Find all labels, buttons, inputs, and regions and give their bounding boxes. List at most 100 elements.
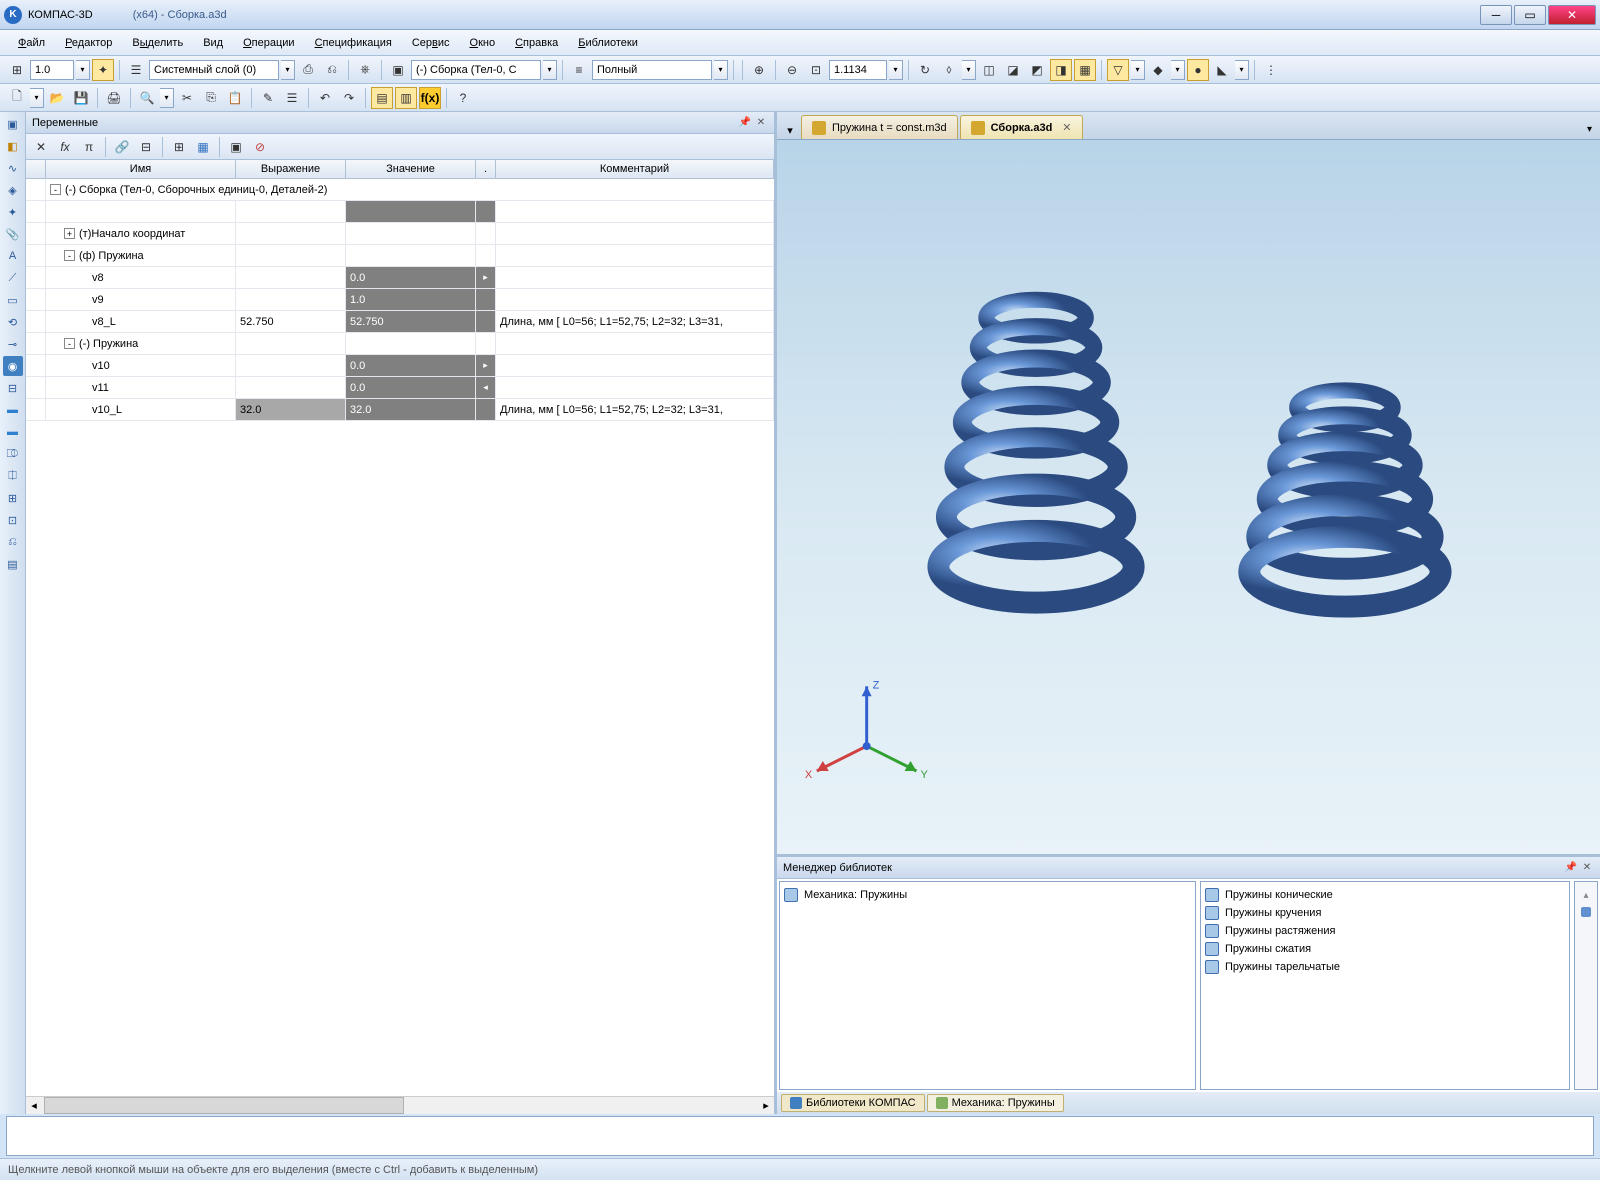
minimize-button[interactable]: ─ bbox=[1480, 5, 1512, 25]
pin-icon[interactable]: 📌 bbox=[1564, 861, 1578, 875]
lt-2[interactable]: ◧ bbox=[3, 136, 23, 156]
menu-окно[interactable]: Окно bbox=[462, 35, 504, 51]
preview-icon[interactable]: 🔍 bbox=[136, 87, 158, 109]
col-dot[interactable]: . bbox=[476, 160, 496, 178]
lib-tab-kompas[interactable]: Библиотеки КОМПАС bbox=[781, 1094, 925, 1112]
tool-a-icon[interactable]: ⎙ bbox=[297, 59, 319, 81]
lib-list-item[interactable]: Пружины сжатия bbox=[1205, 940, 1565, 958]
lt-8[interactable]: ⟋ bbox=[3, 268, 23, 288]
scale-input[interactable] bbox=[30, 60, 74, 80]
copy-icon[interactable]: ⎘ bbox=[200, 87, 222, 109]
filter-icon[interactable]: ▽ bbox=[1107, 59, 1129, 81]
cut-icon[interactable]: ✂ bbox=[176, 87, 198, 109]
extra-icon[interactable]: ◣ bbox=[1211, 59, 1233, 81]
vt-9[interactable]: ⊘ bbox=[249, 136, 271, 158]
variables-grid[interactable]: Имя Выражение Значение . Комментарий -(-… bbox=[26, 160, 774, 1096]
pin-icon[interactable]: 📌 bbox=[738, 116, 752, 130]
var-row[interactable]: v8_L52.75052.750Длина, мм [ L0=56; L1=52… bbox=[26, 311, 774, 333]
filter-drop[interactable]: ▾ bbox=[1131, 60, 1145, 80]
lt-20[interactable]: ⎌ bbox=[3, 532, 23, 552]
lt-7[interactable]: A bbox=[3, 246, 23, 266]
lt-9[interactable]: ▭ bbox=[3, 290, 23, 310]
new-icon[interactable]: 🗋 bbox=[6, 87, 28, 109]
panel1-icon[interactable]: ▤ bbox=[371, 87, 393, 109]
tabs-overflow-icon[interactable]: ▾ bbox=[1583, 120, 1596, 139]
lib-tab-springs[interactable]: Механика: Пружины bbox=[927, 1094, 1064, 1112]
menu-выделить[interactable]: Выделить bbox=[124, 35, 191, 51]
view-mode-icon[interactable]: ≡ bbox=[568, 59, 590, 81]
lt-15[interactable]: ▬ bbox=[3, 422, 23, 442]
light-icon[interactable]: ● bbox=[1187, 59, 1209, 81]
layer-input[interactable] bbox=[149, 60, 279, 80]
extra-drop[interactable]: ▾ bbox=[1235, 60, 1249, 80]
var-row[interactable]: v80.0▸ bbox=[26, 267, 774, 289]
tabs-menu-icon[interactable]: ▾ bbox=[781, 121, 799, 139]
3d-viewport[interactable]: Z Y X bbox=[777, 140, 1600, 854]
vt-4[interactable]: 🔗 bbox=[111, 136, 133, 158]
tab-assembly[interactable]: Сборка.a3d ✕ bbox=[960, 115, 1083, 139]
lt-1[interactable]: ▣ bbox=[3, 114, 23, 134]
vt-8[interactable]: ▣ bbox=[225, 136, 247, 158]
shade-icon[interactable]: ◩ bbox=[1026, 59, 1048, 81]
menu-сервис[interactable]: Сервис bbox=[404, 35, 458, 51]
assembly-icon[interactable]: ▣ bbox=[387, 59, 409, 81]
assembly-input[interactable] bbox=[411, 60, 541, 80]
var-row[interactable]: +(т)Начало координат bbox=[26, 223, 774, 245]
col-expr[interactable]: Выражение bbox=[236, 160, 346, 178]
measure-icon[interactable]: ◆ bbox=[1147, 59, 1169, 81]
paste-icon[interactable]: 📋 bbox=[224, 87, 246, 109]
lt-17[interactable]: ⎅ bbox=[3, 466, 23, 486]
zoom-out-icon[interactable]: ⊖ bbox=[781, 59, 803, 81]
col-name[interactable]: Имя bbox=[46, 160, 236, 178]
menu-файл[interactable]: Файл bbox=[10, 35, 53, 51]
preview-drop[interactable]: ▾ bbox=[160, 88, 174, 108]
undo-icon[interactable]: ↶ bbox=[314, 87, 336, 109]
lt-12[interactable]: ◉ bbox=[3, 356, 23, 376]
hidden-icon[interactable]: ◪ bbox=[1002, 59, 1024, 81]
measure-drop[interactable]: ▾ bbox=[1171, 60, 1185, 80]
save-icon[interactable]: 💾 bbox=[70, 87, 92, 109]
lt-10[interactable]: ⟲ bbox=[3, 312, 23, 332]
var-row[interactable]: -(-) Сборка (Тел-0, Сборочных единиц-0, … bbox=[26, 179, 774, 201]
var-row[interactable]: v91.0 bbox=[26, 289, 774, 311]
h-scrollbar[interactable]: ◂ ▸ bbox=[26, 1096, 774, 1114]
overflow-icon[interactable]: ⋮ bbox=[1260, 59, 1282, 81]
vt-2[interactable]: fx bbox=[54, 136, 76, 158]
close-panel-icon[interactable]: ✕ bbox=[754, 116, 768, 130]
lib-marker-icon[interactable] bbox=[1581, 907, 1591, 917]
command-line[interactable] bbox=[6, 1116, 1594, 1156]
zoom-in-icon[interactable]: ⊕ bbox=[748, 59, 770, 81]
lt-21[interactable]: ▤ bbox=[3, 554, 23, 574]
lib-up-icon[interactable]: ▴ bbox=[1583, 890, 1588, 901]
vt-6[interactable]: ⊞ bbox=[168, 136, 190, 158]
orient-drop[interactable]: ▾ bbox=[962, 60, 976, 80]
vt-3[interactable]: π bbox=[78, 136, 100, 158]
tool-b-icon[interactable]: ⎌ bbox=[321, 59, 343, 81]
lt-13[interactable]: ⊟ bbox=[3, 378, 23, 398]
var-row[interactable] bbox=[26, 201, 774, 223]
close-panel-icon[interactable]: ✕ bbox=[1580, 861, 1594, 875]
scale-drop[interactable]: ▾ bbox=[76, 60, 90, 80]
lt-19[interactable]: ⊡ bbox=[3, 510, 23, 530]
var-row[interactable]: v110.0◂ bbox=[26, 377, 774, 399]
menu-вид[interactable]: Вид bbox=[195, 35, 231, 51]
layer-drop[interactable]: ▾ bbox=[281, 60, 295, 80]
lt-14[interactable]: ▬ bbox=[3, 400, 23, 420]
lt-18[interactable]: ⊞ bbox=[3, 488, 23, 508]
vt-7[interactable]: ▦ bbox=[192, 136, 214, 158]
help-icon[interactable]: ? bbox=[452, 87, 474, 109]
redo-icon[interactable]: ↷ bbox=[338, 87, 360, 109]
lib-list-item[interactable]: Пружины конические bbox=[1205, 886, 1565, 904]
library-list[interactable]: Пружины коническиеПружины крученияПружин… bbox=[1200, 881, 1570, 1090]
snap-icon[interactable]: ✦ bbox=[92, 59, 114, 81]
menu-редактор[interactable]: Редактор bbox=[57, 35, 120, 51]
mode-input[interactable] bbox=[592, 60, 712, 80]
menu-спецификация[interactable]: Спецификация bbox=[307, 35, 400, 51]
rotate-icon[interactable]: ↻ bbox=[914, 59, 936, 81]
vt-1[interactable]: ✕ bbox=[30, 136, 52, 158]
var-row[interactable]: v10_L32.032.0Длина, мм [ L0=56; L1=52,75… bbox=[26, 399, 774, 421]
maximize-button[interactable]: ▭ bbox=[1514, 5, 1546, 25]
zoom-drop[interactable]: ▾ bbox=[889, 60, 903, 80]
zoom-input[interactable] bbox=[829, 60, 887, 80]
lt-4[interactable]: ◈ bbox=[3, 180, 23, 200]
